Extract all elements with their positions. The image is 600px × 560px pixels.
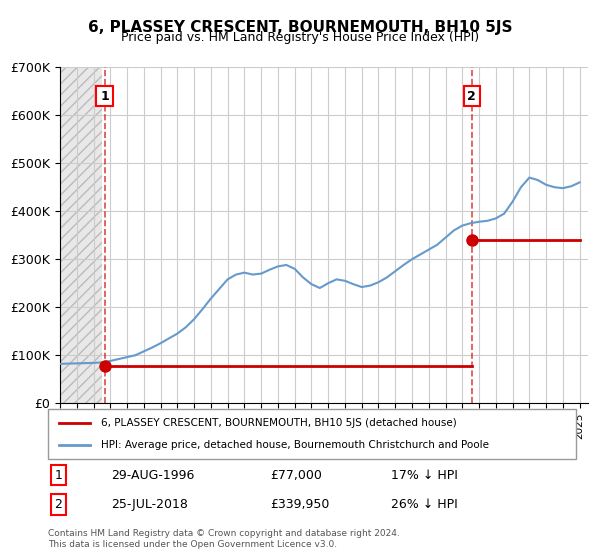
Text: 2: 2	[467, 90, 476, 102]
Text: HPI: Average price, detached house, Bournemouth Christchurch and Poole: HPI: Average price, detached house, Bour…	[101, 440, 489, 450]
Bar	[60, 67, 102, 403]
Text: 6, PLASSEY CRESCENT, BOURNEMOUTH, BH10 5JS: 6, PLASSEY CRESCENT, BOURNEMOUTH, BH10 5…	[88, 20, 512, 35]
Text: 6, PLASSEY CRESCENT, BOURNEMOUTH, BH10 5JS (detached house): 6, PLASSEY CRESCENT, BOURNEMOUTH, BH10 5…	[101, 418, 457, 428]
Text: Contains HM Land Registry data © Crown copyright and database right 2024.
This d: Contains HM Land Registry data © Crown c…	[48, 529, 400, 549]
Text: 25-JUL-2018: 25-JUL-2018	[112, 498, 188, 511]
Text: £77,000: £77,000	[270, 469, 322, 482]
Text: 2: 2	[55, 498, 62, 511]
Text: 17% ↓ HPI: 17% ↓ HPI	[391, 469, 458, 482]
Text: Price paid vs. HM Land Registry's House Price Index (HPI): Price paid vs. HM Land Registry's House …	[121, 31, 479, 44]
Text: 26% ↓ HPI: 26% ↓ HPI	[391, 498, 458, 511]
Bar	[60, 67, 102, 403]
Bar	[60, 67, 102, 403]
Text: 1: 1	[100, 90, 109, 102]
Text: 29-AUG-1996: 29-AUG-1996	[112, 469, 195, 482]
Text: £339,950: £339,950	[270, 498, 329, 511]
Text: 1: 1	[55, 469, 62, 482]
FancyBboxPatch shape	[48, 409, 576, 459]
